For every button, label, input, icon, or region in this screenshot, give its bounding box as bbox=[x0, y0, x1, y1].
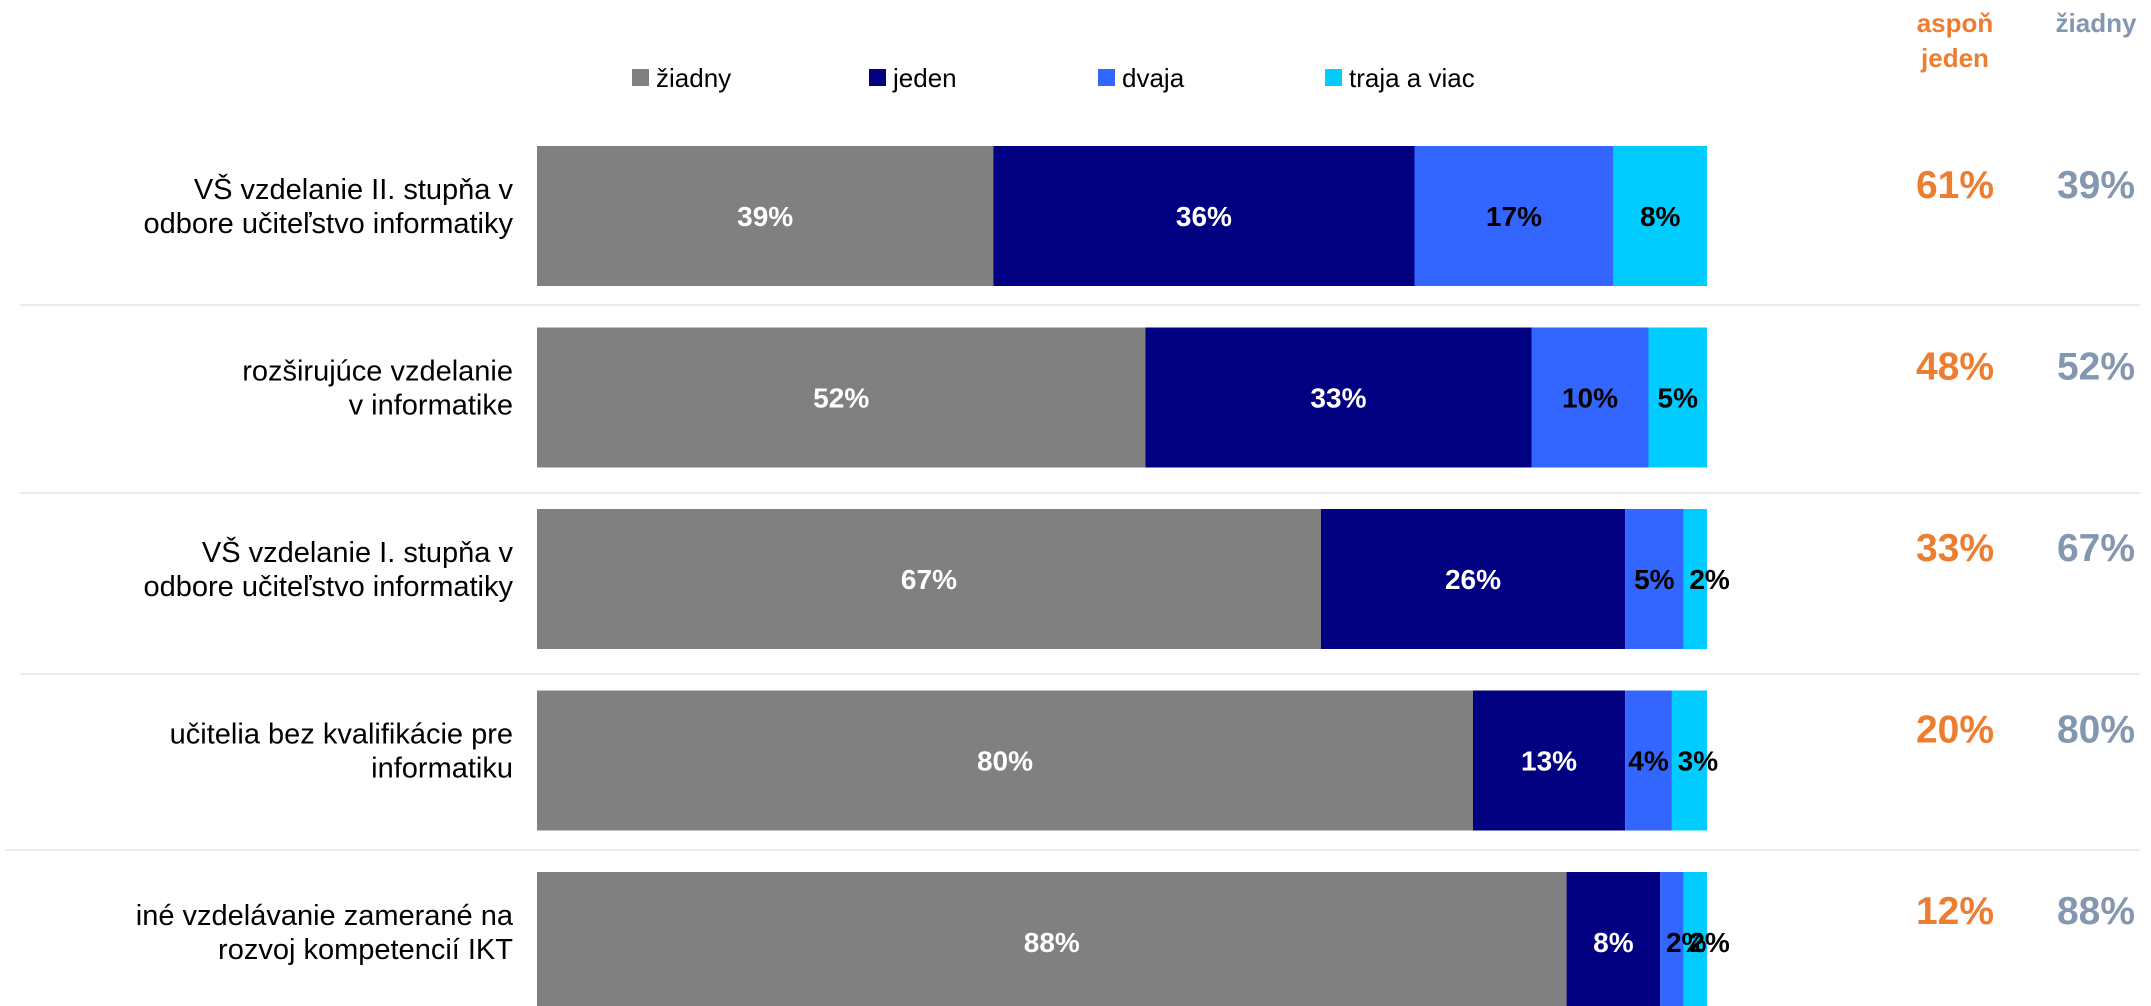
bar-value-label: 5% bbox=[1634, 564, 1675, 595]
summary-value: 88% bbox=[2057, 890, 2135, 933]
bar-segment bbox=[1683, 872, 1707, 1006]
bar-value-label: 67% bbox=[901, 564, 957, 595]
category-label: učitelia bez kvalifikácie pre bbox=[170, 719, 513, 751]
bar-value-label: 17% bbox=[1486, 201, 1542, 232]
bar-segment bbox=[1531, 327, 1649, 468]
bar-value-label: 2% bbox=[1689, 927, 1730, 958]
bar-value-label: 39% bbox=[737, 201, 793, 232]
legend-label: traja a viac bbox=[1349, 63, 1475, 93]
bar-segment bbox=[1671, 690, 1707, 831]
bar-segment bbox=[1648, 327, 1707, 468]
summary-value: 33% bbox=[1916, 527, 1994, 570]
bar-value-label: 13% bbox=[1521, 746, 1577, 777]
bar-segment bbox=[537, 509, 1321, 649]
bar-value-label: 88% bbox=[1024, 927, 1080, 958]
summary-value: 20% bbox=[1916, 709, 1994, 752]
category-label: rozširujúce vzdelanie bbox=[242, 356, 513, 388]
bar-segment bbox=[1625, 509, 1684, 649]
summary-value: 80% bbox=[2057, 709, 2135, 752]
bar-value-label: 4% bbox=[1628, 746, 1669, 777]
bar-value-label: 52% bbox=[813, 383, 869, 414]
bar-value-label: 2% bbox=[1689, 564, 1730, 595]
category-label: VŠ vzdelanie II. stupňa v bbox=[194, 172, 514, 206]
bar-segment bbox=[537, 146, 994, 286]
bar-segment bbox=[537, 690, 1473, 831]
bar-value-label: 8% bbox=[1593, 927, 1634, 958]
category-label: odbore učiteľstvo informatiky bbox=[143, 208, 513, 240]
category-label: v informatike bbox=[349, 390, 513, 422]
bar-value-label: 2% bbox=[1666, 927, 1707, 958]
summary-header: aspoň bbox=[1917, 8, 1994, 38]
legend-swatch bbox=[1325, 69, 1342, 86]
legend-swatch bbox=[1098, 69, 1115, 86]
bar-segment bbox=[1566, 872, 1661, 1006]
legend-swatch bbox=[869, 69, 886, 86]
legend-label: žiadny bbox=[656, 63, 731, 93]
bar-segment bbox=[537, 327, 1146, 468]
bar-segment bbox=[1145, 327, 1532, 468]
category-label: iné vzdelávanie zamerané na bbox=[136, 900, 514, 932]
bar-value-label: 33% bbox=[1310, 383, 1366, 414]
category-label: informatiku bbox=[371, 753, 513, 785]
bar-segment bbox=[1625, 690, 1672, 831]
legend-label: jeden bbox=[892, 63, 957, 93]
bar-value-label: 5% bbox=[1658, 383, 1699, 414]
legend-swatch bbox=[632, 69, 649, 86]
bar-segment bbox=[1683, 509, 1707, 649]
bar-segment bbox=[993, 146, 1415, 286]
bar-segment bbox=[1414, 146, 1614, 286]
bar-value-label: 80% bbox=[977, 746, 1033, 777]
bar-segment bbox=[1320, 509, 1626, 649]
category-label: rozvoj kompetencií IKT bbox=[218, 934, 513, 966]
summary-value: 39% bbox=[2057, 164, 2135, 207]
category-label: VŠ vzdelanie I. stupňa v bbox=[202, 535, 514, 569]
summary-header: žiadny bbox=[2056, 8, 2137, 38]
summary-value: 52% bbox=[2057, 346, 2135, 389]
bar-segment bbox=[1473, 690, 1626, 831]
bar-value-label: 26% bbox=[1445, 564, 1501, 595]
summary-value: 12% bbox=[1916, 890, 1994, 933]
summary-header: jeden bbox=[1920, 43, 1989, 73]
bar-value-label: 8% bbox=[1640, 201, 1681, 232]
bar-segment bbox=[1613, 146, 1707, 286]
bar-value-label: 3% bbox=[1678, 746, 1719, 777]
bar-segment bbox=[537, 872, 1567, 1006]
bar-value-label: 10% bbox=[1562, 383, 1618, 414]
summary-value: 48% bbox=[1916, 346, 1994, 389]
category-label: odbore učiteľstvo informatiky bbox=[143, 571, 513, 603]
bar-segment bbox=[1660, 872, 1684, 1006]
bar-value-label: 36% bbox=[1176, 201, 1232, 232]
legend-label: dvaja bbox=[1122, 63, 1185, 93]
summary-value: 61% bbox=[1916, 164, 1994, 207]
summary-value: 67% bbox=[2057, 527, 2135, 570]
